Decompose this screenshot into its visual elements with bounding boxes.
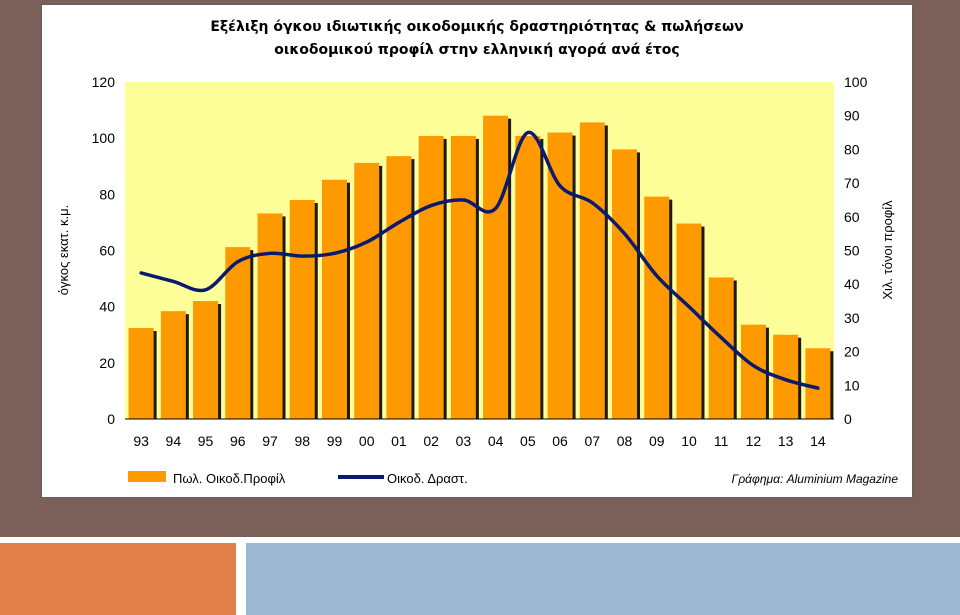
x-tick-label: 11 bbox=[714, 433, 729, 449]
x-tick-label: 08 bbox=[617, 433, 633, 449]
x-tick-label: 09 bbox=[649, 433, 665, 449]
right-tick-label: 60 bbox=[844, 209, 860, 225]
bar bbox=[225, 247, 251, 419]
x-tick-label: 94 bbox=[166, 433, 182, 449]
bar bbox=[450, 135, 476, 420]
right-tick-label: 20 bbox=[844, 344, 860, 360]
combo-chart: Εξέλιξη όγκου ιδιωτικής οικοδομικής δρασ… bbox=[56, 19, 898, 486]
x-tick-label: 12 bbox=[746, 433, 762, 449]
y-axis-label: όγκος εκατ. κ.μ. bbox=[56, 205, 71, 295]
left-tick-label: 40 bbox=[99, 299, 115, 315]
left-tick-label: 100 bbox=[92, 130, 116, 146]
bar bbox=[354, 162, 380, 419]
right-tick-label: 50 bbox=[844, 243, 860, 259]
bar bbox=[418, 135, 444, 420]
x-tick-label: 10 bbox=[681, 433, 697, 449]
bar bbox=[193, 301, 219, 419]
right-tick-label: 100 bbox=[844, 74, 868, 90]
bar bbox=[708, 277, 734, 419]
right-tick-label: 40 bbox=[844, 276, 860, 292]
left-tick-label: 120 bbox=[92, 74, 116, 90]
y2-axis-label: Χιλ. τόνοι προφίλ bbox=[880, 200, 895, 300]
x-tick-label: 03 bbox=[456, 433, 472, 449]
bar bbox=[547, 132, 573, 420]
bar-series bbox=[128, 115, 834, 420]
right-tick-label: 90 bbox=[844, 108, 860, 124]
right-tick-label: 70 bbox=[844, 175, 860, 191]
right-tick-label: 80 bbox=[844, 141, 860, 157]
left-tick-label: 20 bbox=[99, 355, 115, 371]
x-tick-label: 13 bbox=[778, 433, 794, 449]
bar bbox=[128, 328, 154, 419]
x-tick-label: 07 bbox=[585, 433, 601, 449]
x-tick-label: 98 bbox=[294, 433, 310, 449]
left-tick-label: 60 bbox=[99, 243, 115, 259]
x-tick-label: 97 bbox=[262, 433, 278, 449]
x-tick-label: 99 bbox=[327, 433, 343, 449]
bar bbox=[257, 213, 283, 419]
footer-accent-left bbox=[0, 543, 236, 615]
right-axis-ticks: 0 10 20 30 40 50 60 70 80 90 100 bbox=[844, 74, 868, 427]
x-tick-label: 93 bbox=[133, 433, 149, 449]
x-axis-ticks: 93 94 95 96 97 98 99 00 01 02 03 04 05 06 07 08 09 10 11 12… bbox=[133, 433, 826, 449]
legend-line-label: Οικοδ. Δραστ. bbox=[387, 471, 468, 486]
left-axis-ticks: 0 20 40 60 80 100 120 bbox=[92, 74, 116, 427]
legend-bar-swatch bbox=[128, 471, 166, 482]
bar bbox=[483, 115, 509, 419]
left-tick-label: 0 bbox=[107, 411, 115, 427]
bar bbox=[612, 149, 638, 419]
chart-frame: Εξέλιξη όγκου ιδιωτικής οικοδομικής δρασ… bbox=[41, 4, 913, 498]
legend: Πωλ. Οικοδ.Προφίλ Οικοδ. Δραστ. bbox=[128, 471, 468, 486]
bar bbox=[644, 196, 670, 419]
x-tick-label: 04 bbox=[488, 433, 504, 449]
line-series bbox=[139, 130, 820, 390]
x-tick-label: 02 bbox=[423, 433, 439, 449]
x-tick-label: 95 bbox=[198, 433, 214, 449]
bar bbox=[805, 348, 831, 419]
bar bbox=[579, 122, 605, 419]
x-tick-label: 00 bbox=[359, 433, 375, 449]
footer-accent-right bbox=[246, 543, 960, 615]
x-tick-label: 05 bbox=[520, 433, 536, 449]
bar bbox=[386, 156, 412, 419]
x-tick-label: 14 bbox=[810, 433, 826, 449]
bar bbox=[289, 199, 315, 419]
x-tick-label: 01 bbox=[391, 433, 407, 449]
chart-title-line-1: Εξέλιξη όγκου ιδιωτικής οικοδομικής δρασ… bbox=[210, 19, 743, 35]
chart-credit: Γράφημα: Aluminium Magazine bbox=[731, 472, 898, 486]
bar bbox=[160, 311, 186, 419]
chart-title-line-2: οικοδομικού προφίλ στην ελληνική αγορά α… bbox=[274, 42, 679, 58]
right-tick-label: 10 bbox=[844, 377, 860, 393]
bar bbox=[515, 135, 541, 420]
x-tick-label: 96 bbox=[230, 433, 246, 449]
right-tick-label: 0 bbox=[844, 411, 852, 427]
x-tick-label: 06 bbox=[552, 433, 568, 449]
bar bbox=[321, 179, 347, 419]
bar bbox=[676, 223, 702, 419]
right-tick-label: 30 bbox=[844, 310, 860, 326]
left-tick-label: 80 bbox=[99, 186, 115, 202]
legend-bar-label: Πωλ. Οικοδ.Προφίλ bbox=[173, 471, 286, 486]
